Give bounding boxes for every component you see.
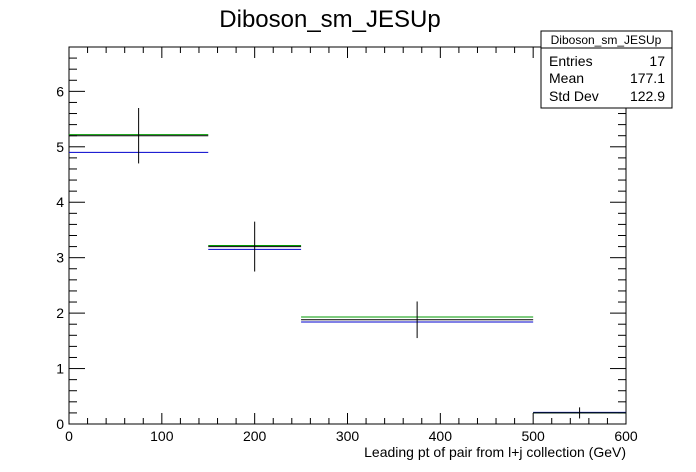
y-tick-label: 5 — [56, 139, 64, 155]
data-series — [69, 107, 626, 419]
y-tick-label: 6 — [56, 83, 64, 99]
stats-entries-value: 17 — [649, 53, 665, 69]
x-tick-label: 600 — [614, 428, 638, 444]
x-axis-label: Leading pt of pair from l+j collection (… — [364, 444, 626, 460]
stats-stddev-label: Std Dev — [549, 88, 599, 104]
stats-stddev-value: 122.9 — [630, 88, 665, 104]
x-tick-label: 400 — [429, 428, 453, 444]
y-tick-label: 1 — [56, 361, 64, 377]
y-tick-label: 4 — [56, 194, 64, 210]
stats-box-frame — [540, 30, 673, 109]
y-axis: 0 1 2 3 4 5 6 — [56, 46, 626, 432]
stats-entries-label: Entries — [549, 53, 593, 69]
y-tick-label: 0 — [56, 416, 64, 432]
x-tick-label: 0 — [65, 428, 73, 444]
stats-box-title: Diboson_sm_JESUp — [551, 33, 662, 47]
y-tick-label: 3 — [56, 250, 64, 266]
x-tick-label: 200 — [243, 428, 267, 444]
stats-mean-label: Mean — [549, 70, 584, 86]
x-tick-label: 500 — [521, 428, 545, 444]
chart-title: Diboson_sm_JESUp — [219, 6, 440, 33]
x-tick-label: 300 — [336, 428, 360, 444]
stats-box: Diboson_sm_JESUp Entries 17 Mean 177.1 S… — [540, 30, 673, 109]
stats-mean-value: 177.1 — [630, 70, 665, 86]
y-tick-label: 2 — [56, 305, 64, 321]
x-tick-label: 100 — [150, 428, 174, 444]
